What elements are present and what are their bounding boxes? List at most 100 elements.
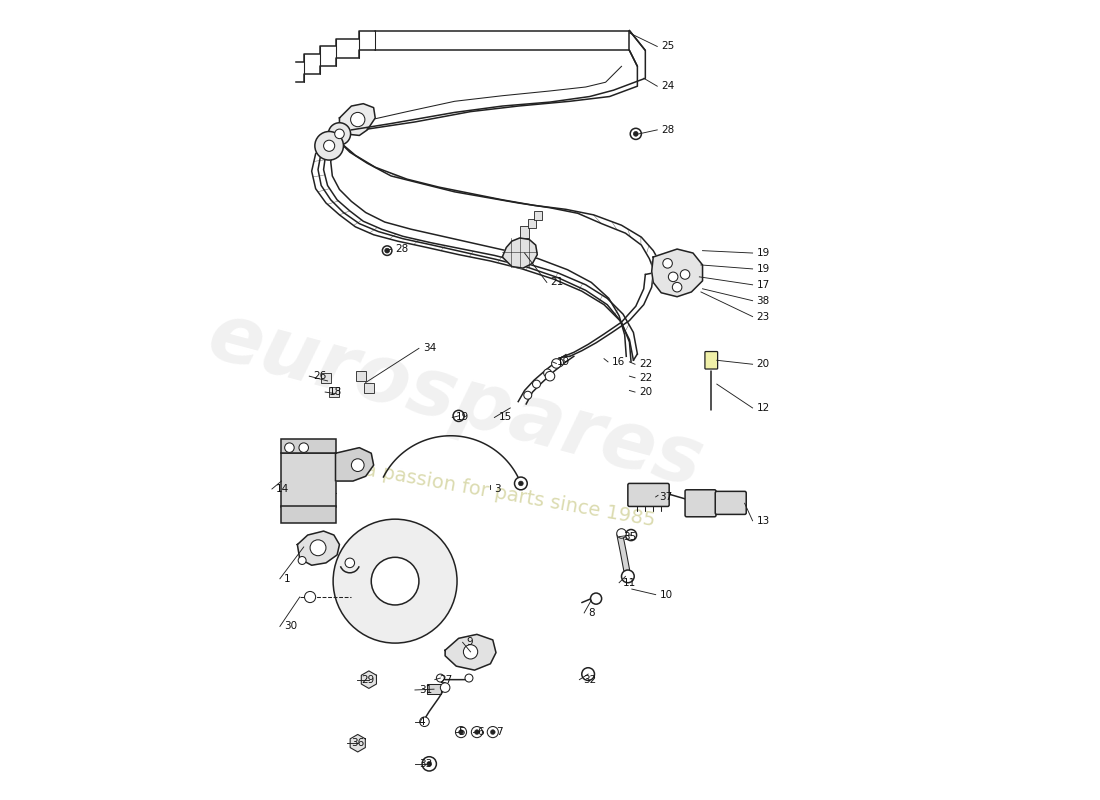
Circle shape	[427, 762, 431, 766]
Circle shape	[440, 683, 450, 692]
Text: 35: 35	[623, 532, 636, 542]
Circle shape	[556, 358, 563, 366]
Circle shape	[551, 358, 561, 368]
Circle shape	[437, 674, 444, 682]
Bar	[520, 226, 529, 238]
Circle shape	[617, 529, 626, 538]
Polygon shape	[297, 531, 340, 566]
Circle shape	[351, 113, 365, 126]
Text: 11: 11	[623, 578, 636, 588]
Text: 17: 17	[757, 280, 770, 290]
Circle shape	[515, 477, 527, 490]
Bar	[427, 685, 441, 694]
Circle shape	[305, 591, 316, 602]
Polygon shape	[350, 734, 365, 752]
Polygon shape	[361, 671, 376, 688]
Circle shape	[487, 726, 498, 738]
Circle shape	[630, 128, 641, 139]
Text: 24: 24	[661, 81, 674, 91]
Polygon shape	[446, 634, 496, 670]
Text: 33: 33	[419, 759, 432, 769]
Text: 16: 16	[612, 357, 625, 367]
Text: 29: 29	[361, 674, 374, 685]
Text: 1: 1	[284, 574, 290, 584]
Circle shape	[518, 481, 524, 486]
FancyBboxPatch shape	[628, 483, 669, 506]
Polygon shape	[336, 448, 374, 481]
Bar	[321, 373, 331, 382]
Circle shape	[455, 726, 466, 738]
Bar	[364, 383, 374, 393]
Text: 9: 9	[466, 638, 473, 647]
Text: 31: 31	[419, 685, 432, 695]
Text: 7: 7	[496, 727, 503, 737]
Text: 38: 38	[757, 296, 770, 306]
Text: eurospares: eurospares	[199, 297, 711, 503]
Bar	[329, 387, 339, 397]
Text: 27: 27	[439, 674, 452, 685]
Circle shape	[333, 519, 458, 643]
Bar	[282, 454, 336, 507]
Circle shape	[422, 757, 437, 771]
Circle shape	[310, 540, 326, 556]
Text: 19: 19	[456, 413, 470, 422]
Text: 19: 19	[557, 357, 570, 367]
Circle shape	[591, 593, 602, 604]
Text: 22: 22	[639, 359, 652, 370]
Circle shape	[345, 558, 354, 568]
Circle shape	[680, 270, 690, 279]
Circle shape	[334, 129, 344, 138]
Text: 6: 6	[477, 727, 484, 737]
Polygon shape	[651, 249, 703, 297]
Text: 14: 14	[276, 484, 289, 494]
Text: 28: 28	[661, 125, 674, 135]
Text: a passion for parts since 1985: a passion for parts since 1985	[363, 460, 657, 530]
Circle shape	[351, 458, 364, 471]
Circle shape	[315, 131, 343, 160]
FancyBboxPatch shape	[705, 351, 717, 369]
Text: 18: 18	[329, 387, 342, 397]
Text: 19: 19	[757, 248, 770, 258]
Bar	[356, 371, 365, 381]
Bar	[282, 439, 336, 454]
FancyBboxPatch shape	[715, 491, 746, 514]
Text: 21: 21	[550, 278, 563, 287]
Circle shape	[285, 443, 294, 453]
Circle shape	[323, 140, 334, 151]
Circle shape	[465, 674, 473, 682]
Text: 13: 13	[757, 516, 770, 526]
Text: 28: 28	[395, 244, 408, 254]
Text: 15: 15	[498, 413, 512, 422]
Circle shape	[669, 272, 678, 282]
Text: 25: 25	[661, 42, 674, 51]
Text: 12: 12	[757, 403, 770, 413]
Text: 5: 5	[459, 727, 465, 737]
Polygon shape	[340, 104, 375, 135]
Text: 36: 36	[351, 738, 364, 748]
Text: 30: 30	[284, 622, 297, 631]
Bar	[282, 506, 336, 523]
Circle shape	[491, 730, 495, 734]
Circle shape	[453, 410, 464, 422]
Circle shape	[634, 131, 638, 136]
Circle shape	[672, 282, 682, 292]
Circle shape	[329, 122, 351, 145]
Circle shape	[463, 645, 477, 659]
Bar	[528, 219, 536, 229]
Text: 8: 8	[588, 608, 595, 618]
FancyBboxPatch shape	[685, 490, 716, 517]
Text: 23: 23	[757, 311, 770, 322]
Text: 37: 37	[660, 492, 673, 502]
Text: 19: 19	[757, 264, 770, 274]
Circle shape	[626, 530, 637, 541]
Circle shape	[472, 726, 483, 738]
Circle shape	[298, 557, 306, 565]
Circle shape	[385, 248, 389, 253]
Text: 26: 26	[314, 371, 327, 381]
Text: 4: 4	[419, 717, 426, 726]
Text: 34: 34	[422, 343, 436, 354]
Circle shape	[543, 369, 551, 377]
Circle shape	[372, 558, 419, 605]
Polygon shape	[503, 238, 537, 268]
Text: 20: 20	[639, 387, 652, 397]
